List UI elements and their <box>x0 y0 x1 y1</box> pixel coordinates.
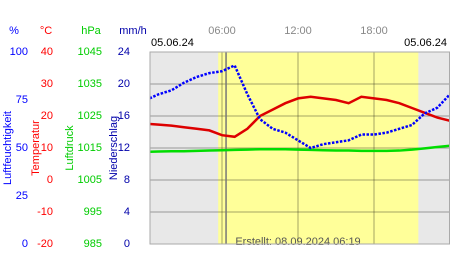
axis-unit: °C <box>40 25 52 37</box>
series-line <box>150 95 450 139</box>
y-tick-label: 0 <box>47 174 53 186</box>
axis-title: Luftdruck <box>64 125 76 171</box>
date-right: 05.06.24 <box>404 37 447 49</box>
y-tick-label: 1005 <box>78 174 102 186</box>
y-tick-label: 1025 <box>78 110 102 122</box>
axis-title: Luftfeuchtigkeit <box>2 111 14 185</box>
y-tick-label: 995 <box>84 206 102 218</box>
axis-title: Niederschlag <box>108 116 120 180</box>
y-tick-label: 0 <box>124 238 130 250</box>
y-tick-label: 10 <box>41 142 53 154</box>
y-tick-label: 1035 <box>78 78 102 90</box>
y-tick-label: 1045 <box>78 46 102 58</box>
plot-area <box>150 52 450 244</box>
series-line <box>150 144 450 153</box>
y-tick-label: 1015 <box>78 142 102 154</box>
y-tick-label: -20 <box>37 238 53 250</box>
y-tick-label: 12 <box>118 142 130 154</box>
y-tick-label: 40 <box>41 46 53 58</box>
y-tick-label: 0 <box>22 238 28 250</box>
x-tick-label: 12:00 <box>284 25 312 37</box>
axis-unit: hPa <box>81 25 101 37</box>
y-tick-label: 30 <box>41 78 53 90</box>
date-left: 05.06.24 <box>151 37 194 49</box>
footer: Erstellt: 08.09.2024 06:19 <box>235 236 360 248</box>
y-tick-label: 50 <box>16 142 28 154</box>
y-tick-label: 20 <box>41 110 53 122</box>
y-tick-label: 25 <box>16 190 28 202</box>
axis-unit: % <box>9 25 19 37</box>
y-tick-label: 24 <box>118 46 130 58</box>
series-line <box>150 63 450 150</box>
axis-title: Temperatur <box>30 120 42 176</box>
y-tick-label: 100 <box>10 46 28 58</box>
daylight <box>218 52 419 244</box>
y-tick-label: 75 <box>16 94 28 106</box>
x-tick-label: 06:00 <box>208 25 236 37</box>
y-tick-label: 20 <box>118 78 130 90</box>
y-tick-label: -10 <box>37 206 53 218</box>
y-tick-label: 16 <box>118 110 130 122</box>
axis-unit: mm/h <box>119 25 147 37</box>
y-tick-label: 985 <box>84 238 102 250</box>
y-tick-label: 4 <box>124 206 130 218</box>
y-tick-label: 8 <box>124 174 130 186</box>
x-tick-label: 18:00 <box>360 25 388 37</box>
